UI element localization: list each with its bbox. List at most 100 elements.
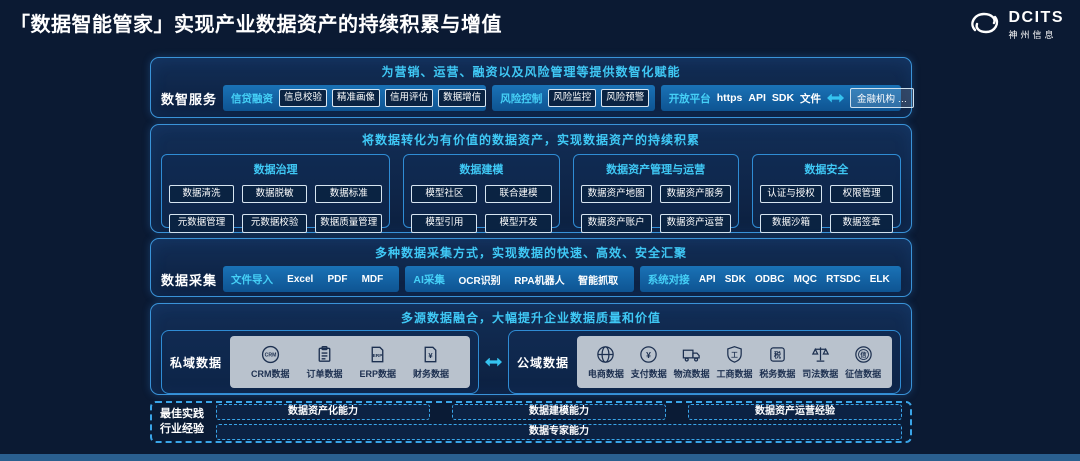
svg-text:ERP: ERP [373,353,384,359]
ecommerce-icon [595,344,616,365]
data-security-title: 数据安全 [804,164,849,176]
capability-box: 数据资产运营经验 [688,404,902,420]
best-practice-line1: 最佳实践 [160,408,204,421]
crm-icon: CRM [260,344,281,365]
data-source-label: 税务数据 [759,369,796,379]
group-credit-financing: 信贷融资 信息校验 精准画像 信用评估 数据增信 [223,85,487,111]
private-data-sources: CRM CRM数据 订单数据 ERP ERP数据 ¥ 财务数据 [230,336,470,388]
panel-best-practice: 最佳实践 行业经验 数据资产化能力 数据建模能力 数据资产运营经验 数据专家能力 [150,401,912,443]
data-modeling-buttons: 模型社区 联合建模 模型引用 模型开发 [411,185,552,233]
best-practice-line2: 行业经验 [160,423,204,435]
collection-side-label: 数据采集 [161,272,218,288]
subpanel-data-governance: 数据治理 数据清洗 数据脱敏 数据标准 元数据管理 元数据校验 数据质量管理 [161,154,391,233]
bottom-accent-strip [0,454,1080,461]
ai-collection-label: AI采集 [413,273,445,286]
data-source-label: 支付数据 [630,369,667,379]
data-source-label: 订单数据 [306,369,343,379]
panel-data-assets: 将数据转化为有价值的数据资产，实现数据资产的持续积累 数据治理 数据清洗 数据脱敏… [150,124,912,233]
double-arrow-icon [827,93,845,103]
dcits-logo: DCITS 神州信息 [968,10,1065,41]
feature-chip: 信息校验 [279,88,328,108]
public-data-sources: 电商数据 ¥ 支付数据 物流数据工工商数据税税务数据 司法数据信征信数据 [577,336,892,388]
erp-icon: ERP [367,344,388,365]
feature-chip: 信用评估 [385,88,434,108]
data-source-item: ERP ERP数据 [359,344,396,380]
data-security-buttons: 认证与授权 权限管理 数据沙箱 数据签章 [759,185,893,233]
asset-management-title: 数据资产管理与运营 [606,164,706,176]
feature-chip: 数据标准 [315,185,383,204]
logo-name: DCITS [1008,9,1064,26]
fusion-header: 多源数据融合，大幅提升企业数据质量和价值 [400,311,661,325]
data-governance-title: 数据治理 [253,164,298,176]
risk-control-buttons: 风险监控 风险预警 [548,88,650,108]
system-integration-items: API SDK ODBC MQC RTSDC ELK [696,274,893,285]
data-source-label: CRM数据 [251,369,290,379]
feature-chip: 风险监控 [548,88,597,108]
open-platform-items: https API SDK 文件 [717,91,821,106]
credit-icon: 信 [853,344,874,365]
feature-chip: 模型引用 [411,214,478,233]
collection-item: API [698,273,716,285]
best-practice-label: 最佳实践 行业经验 [160,407,204,437]
protocol-item: SDK [771,92,795,104]
feature-chip: 精准画像 [332,88,381,108]
collection-item: SDK [724,273,746,285]
collection-item: OCR识别 [458,275,501,287]
svg-text:¥: ¥ [429,351,434,360]
data-source-item: 订单数据 [306,344,343,380]
order-icon [314,344,335,365]
feature-chip: 数据资产账户 [580,214,652,233]
data-source-label: 物流数据 [673,369,710,379]
system-integration-label: 系统对接 [647,273,690,286]
credit-financing-label: 信贷融资 [231,92,274,105]
public-data-label: 公域数据 [517,355,570,370]
group-risk-control: 风险控制 风险监控 风险预警 [492,85,655,111]
feature-chip: 风险预警 [601,88,650,108]
collection-item: Excel [287,273,314,285]
payment-icon: ¥ [638,344,659,365]
svg-text:CRM: CRM [264,353,276,359]
collection-item: RPA机器人 [514,275,565,287]
feature-chip: 元数据校验 [242,214,308,233]
open-platform-label: 开放平台 [668,92,711,105]
judicial-icon [810,344,831,365]
panel-data-collection: 多种数据采集方式，实现数据的快速、高效、安全汇聚 数据采集 文件导入 Excel… [150,238,912,297]
feature-chip: 模型开发 [485,214,552,233]
svg-text:¥: ¥ [646,350,651,360]
protocol-item: API [748,92,766,104]
panel-data-fusion: 多源数据融合，大幅提升企业数据质量和价值 私域数据 CRM CRM数据 订单数据 ER… [150,303,912,395]
collection-item: ODBC [755,273,785,285]
feature-chip: 数据签章 [830,214,893,233]
data-source-label: 财务数据 [412,369,449,379]
data-source-item: 税税务数据 [759,344,795,380]
data-source-item: 司法数据 [802,344,838,380]
assets-header: 将数据转化为有价值的数据资产，实现数据资产的持续积累 [361,133,700,147]
expert-capability-box: 数据专家能力 [216,424,902,440]
finance-icon: ¥ [420,344,441,365]
panel-smart-services: 为营销、运营、融资以及风险管理等提供数智化赋能 数智服务 信贷融资 信息校验 精准… [150,57,915,118]
data-source-label: 征信数据 [845,369,882,379]
feature-chip: 数据脱敏 [242,185,308,204]
data-modeling-title: 数据建模 [459,164,504,176]
data-source-item: 工工商数据 [717,344,753,380]
page-title: 「数据智能管家」实现产业数据资产的持续积累与增值 [10,14,502,36]
feature-chip: 数据清洗 [169,185,235,204]
data-governance-buttons: 数据清洗 数据脱敏 数据标准 元数据管理 元数据校验 数据质量管理 [169,185,383,233]
asset-management-buttons: 数据资产地图 数据资产服务 数据资产账户 数据资产运营 [580,185,731,233]
private-data-label: 私域数据 [170,355,223,370]
business-icon: 工 [724,344,745,365]
collection-item: PDF [327,273,348,285]
private-data-panel: 私域数据 CRM CRM数据 订单数据 ERP ERP数据 ¥ 财务数据 [161,330,479,394]
group-system-integration: 系统对接 API SDK ODBC MQC RTSDC ELK [639,266,901,292]
data-source-label: 工商数据 [716,369,753,379]
file-import-items: Excel PDF MDF [279,274,391,285]
svg-text:税: 税 [774,350,782,359]
data-source-item: CRM CRM数据 [251,344,290,380]
dcits-swirl-icon [968,10,1002,41]
data-source-label: 电商数据 [587,369,624,379]
svg-text:信: 信 [860,351,866,359]
capability-box: 数据建模能力 [452,404,666,420]
capability-box: 数据资产化能力 [216,404,430,420]
feature-chip: 数据沙箱 [759,214,823,233]
